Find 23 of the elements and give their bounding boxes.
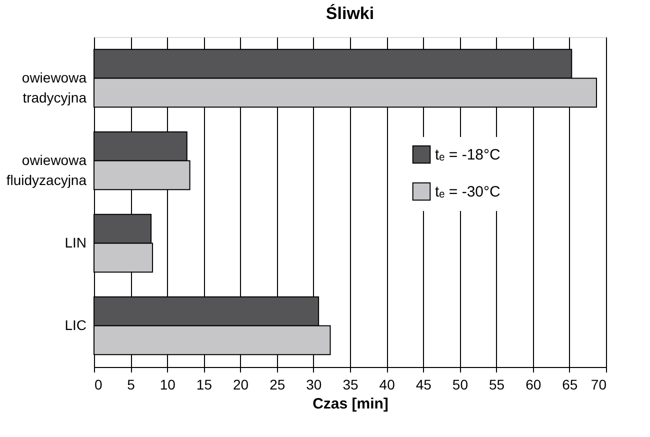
x-tick-label: 25 — [270, 376, 286, 392]
x-tick-label: 0 — [94, 376, 102, 392]
x-axis-title: Czas [min] — [312, 396, 388, 412]
y-tick-label: LIN — [64, 234, 86, 250]
y-tick-label: owiewowa fluidyzacyjna — [6, 152, 87, 188]
x-tick-label: 55 — [488, 376, 505, 392]
x-tick-label: 5 — [127, 376, 136, 392]
x-tick-label: 30 — [306, 376, 322, 392]
legend-label: tₑ = -30°C — [435, 184, 501, 200]
x-tick-label: 10 — [160, 376, 176, 392]
x-tick-label: 65 — [562, 376, 578, 392]
x-tick-label: 60 — [526, 376, 542, 392]
chart-title: Śliwki — [326, 3, 374, 23]
x-tick-label: 45 — [416, 376, 432, 392]
x-tick-label: 40 — [379, 376, 396, 392]
legend-label: tₑ = -18°C — [435, 146, 501, 164]
y-tick-label: LIC — [64, 316, 86, 333]
x-tick-label: 15 — [196, 376, 212, 392]
x-tick-label: 50 — [452, 376, 468, 392]
y-tick-label: owiewowa tradycyjna — [22, 69, 87, 106]
x-tick-label: 35 — [342, 376, 358, 392]
x-tick-label: 70 — [590, 376, 607, 392]
x-tick-label: 20 — [232, 376, 249, 392]
